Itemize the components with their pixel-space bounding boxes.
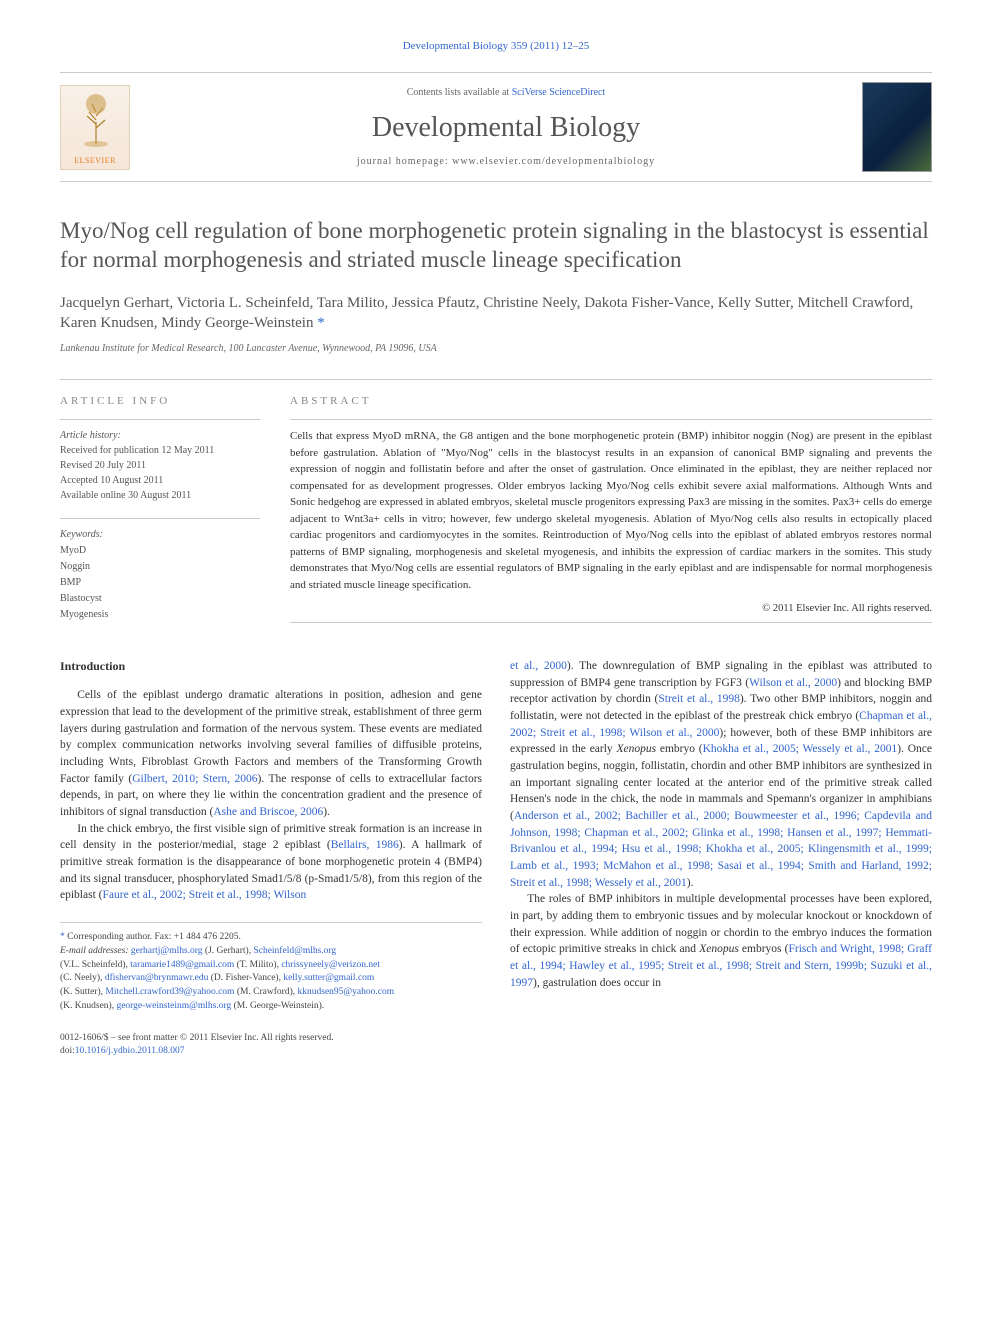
history-revised: Revised 20 July 2011 (60, 460, 146, 471)
citation-link[interactable]: Gilbert, 2010; Stern, 2006 (132, 773, 257, 785)
history-received: Received for publication 12 May 2011 (60, 445, 214, 456)
email-link[interactable]: gerhartj@mlhs.org (131, 946, 203, 956)
elsevier-tree-icon (75, 94, 117, 149)
emails-block: E-mail addresses: gerhartj@mlhs.org (J. … (60, 945, 482, 1014)
body-text: Cells of the epiblast undergo dramatic a… (60, 689, 482, 784)
article-info: article info Article history: Received f… (60, 380, 260, 623)
citation-link[interactable]: Anderson et al., 2002; Bachiller et al.,… (510, 810, 932, 889)
journal-header: Contents lists available at SciVerse Sci… (60, 72, 932, 182)
authors: Jacquelyn Gerhart, Victoria L. Scheinfel… (60, 293, 932, 334)
doi-link[interactable]: 10.1016/j.ydbio.2011.08.007 (75, 1046, 185, 1056)
history-label: Article history: (60, 430, 121, 441)
contents-prefix: Contents lists available at (407, 87, 512, 98)
footer: 0012-1606/$ – see front matter © 2011 El… (60, 1032, 482, 1059)
keyword: Myogenesis (60, 609, 108, 620)
abstract-text: Cells that express MyoD mRNA, the G8 ant… (290, 419, 932, 593)
email-link[interactable]: chrissyneely@verizon.net (281, 960, 380, 970)
email-name: (K. Sutter), (60, 987, 105, 997)
abstract-heading: abstract (290, 395, 932, 407)
keyword: Blastocyst (60, 593, 102, 604)
citation-link[interactable]: Faure et al., 2002; Streit et al., 1998;… (102, 889, 306, 901)
body-columns: Introduction Cells of the epiblast under… (60, 658, 932, 1058)
history-available: Available online 30 August 2011 (60, 490, 191, 501)
email-link[interactable]: taramarie1489@gmail.com (130, 960, 234, 970)
body-paragraph: et al., 2000). The downregulation of BMP… (510, 658, 932, 891)
footnotes: * Corresponding author. Fax: +1 484 476 … (60, 922, 482, 1014)
body-text: ), gastrulation does occur in (533, 977, 661, 989)
journal-name: Developmental Biology (150, 112, 862, 144)
email-link[interactable]: dfishervan@brynmawr.edu (105, 973, 208, 983)
authors-text: Jacquelyn Gerhart, Victoria L. Scheinfel… (60, 295, 913, 331)
emails-label: E-mail addresses: (60, 946, 129, 956)
abstract-copyright: © 2011 Elsevier Inc. All rights reserved… (290, 603, 932, 623)
journal-homepage[interactable]: journal homepage: www.elsevier.com/devel… (150, 156, 862, 167)
article-info-heading: article info (60, 395, 260, 407)
email-link[interactable]: Scheinfeld@mlhs.org (253, 946, 336, 956)
corresponding-author-link[interactable]: * (317, 315, 325, 331)
email-name: (M. Crawford), (234, 987, 297, 997)
article-title: Myo/Nog cell regulation of bone morphoge… (60, 217, 932, 275)
keyword: BMP (60, 577, 81, 588)
email-link[interactable]: kelly.sutter@gmail.com (283, 973, 374, 983)
doi-line: doi:10.1016/j.ydbio.2011.08.007 (60, 1045, 482, 1058)
email-name: (C. Neely), (60, 973, 105, 983)
citation-link[interactable]: Bellairs, 1986 (331, 839, 399, 851)
abstract-column: abstract Cells that express MyoD mRNA, t… (290, 380, 932, 623)
citation-link[interactable]: Khokha et al., 2005; Wessely et al., 200… (703, 743, 898, 755)
journal-cover-thumb (862, 82, 932, 172)
journal-issue-ref[interactable]: Developmental Biology 359 (2011) 12–25 (60, 40, 932, 52)
elsevier-logo (60, 85, 130, 170)
front-matter-line: 0012-1606/$ – see front matter © 2011 El… (60, 1032, 482, 1045)
body-column-left: Introduction Cells of the epiblast under… (60, 658, 482, 1058)
email-name: (M. George-Weinstein). (231, 1001, 324, 1011)
body-column-right: et al., 2000). The downregulation of BMP… (510, 658, 932, 1058)
body-text: ). (687, 877, 694, 889)
body-text: embryo ( (656, 743, 703, 755)
history-accepted: Accepted 10 August 2011 (60, 475, 163, 486)
email-name: (V.L. Scheinfeld), (60, 960, 130, 970)
corresponding-text: Corresponding author. Fax: +1 484 476 22… (67, 932, 241, 942)
body-paragraph: The roles of BMP inhibitors in multiple … (510, 891, 932, 991)
corresponding-note: * Corresponding author. Fax: +1 484 476 … (60, 931, 482, 945)
citation-link[interactable]: Wilson et al., 2000 (749, 677, 837, 689)
email-name: (T. Milito), (234, 960, 281, 970)
keywords: Keywords: MyoD Noggin BMP Blastocyst Myo… (60, 518, 260, 623)
italic-term: Xenopus (616, 743, 656, 755)
body-text: embryos ( (739, 943, 789, 955)
info-abstract-row: article info Article history: Received f… (60, 379, 932, 623)
email-name: (J. Gerhart), (203, 946, 254, 956)
doi-label: doi: (60, 1046, 75, 1056)
email-link[interactable]: george-weinsteinm@mlhs.org (116, 1001, 231, 1011)
email-name: (K. Knudsen), (60, 1001, 116, 1011)
email-link[interactable]: kknudsen95@yahoo.com (298, 987, 395, 997)
contents-line: Contents lists available at SciVerse Sci… (150, 87, 862, 98)
affiliation: Lankenau Institute for Medical Research,… (60, 343, 932, 354)
keywords-label: Keywords: (60, 527, 260, 543)
body-text: ). (323, 806, 330, 818)
citation-link[interactable]: Ashe and Briscoe, 2006 (213, 806, 323, 818)
intro-heading: Introduction (60, 658, 482, 675)
keyword: Noggin (60, 561, 90, 572)
citation-link[interactable]: et al., 2000 (510, 660, 567, 672)
email-link[interactable]: Mitchell.crawford39@yahoo.com (105, 987, 234, 997)
italic-term: Xenopus (699, 943, 739, 955)
email-name: (D. Fisher-Vance), (208, 973, 283, 983)
citation-link[interactable]: Streit et al., 1998 (658, 693, 739, 705)
keyword: MyoD (60, 545, 86, 556)
header-center: Contents lists available at SciVerse Sci… (150, 87, 862, 167)
article-history: Article history: Received for publicatio… (60, 419, 260, 503)
body-paragraph: In the chick embryo, the first visible s… (60, 821, 482, 904)
body-paragraph: Cells of the epiblast undergo dramatic a… (60, 687, 482, 820)
sciencedirect-link[interactable]: SciVerse ScienceDirect (512, 87, 606, 98)
